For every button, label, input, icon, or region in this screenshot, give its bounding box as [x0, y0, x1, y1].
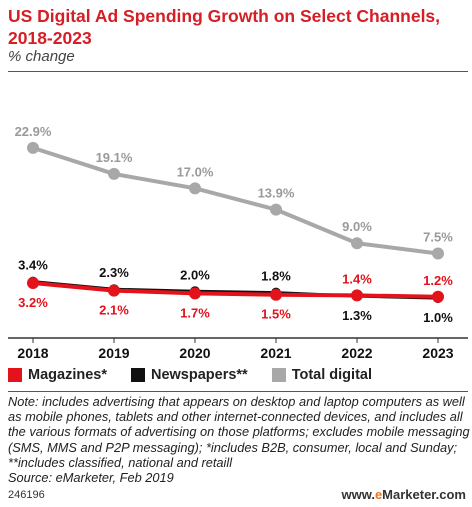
data-label-newspapers: 2.3%: [99, 265, 129, 280]
data-label-newspapers: 1.8%: [261, 269, 291, 284]
data-point-magazines: [189, 287, 201, 300]
x-tick-label: 2022: [341, 345, 372, 361]
legend-label-magazines: Magazines*: [28, 367, 107, 383]
line-chart: 2018 2019 2020 2021 2022 2023 22.9% 19.1% 17.0% 1…: [8, 124, 468, 361]
data-point-total-digital: [270, 203, 282, 216]
legend-item-newspapers: Newspapers**: [130, 367, 248, 383]
legend-item-magazines: Magazines*: [8, 367, 107, 383]
x-tick-label: 2023: [422, 345, 453, 361]
data-label-newspapers: 1.0%: [423, 310, 453, 325]
data-label-magazines: 1.2%: [423, 273, 453, 288]
legend-swatch-total-digital: [271, 368, 286, 382]
x-tick-label: 2020: [179, 345, 210, 361]
x-tick-label: 2018: [17, 345, 48, 361]
data-label-newspapers: 2.0%: [180, 267, 210, 282]
data-label-magazines: 1.5%: [261, 307, 291, 322]
source-text: Source: eMarketer, Feb 2019: [8, 470, 174, 486]
data-label-total-digital: 13.9%: [258, 186, 295, 201]
data-point-magazines: [270, 288, 282, 301]
data-label-magazines: 1.7%: [180, 305, 210, 320]
data-label-magazines: 3.2%: [18, 295, 48, 310]
data-label-total-digital: 17.0%: [177, 164, 214, 179]
data-point-magazines: [351, 289, 363, 302]
legend-label-newspapers: Newspapers**: [150, 367, 248, 383]
title-divider: [8, 71, 468, 72]
data-label-newspapers: 1.3%: [342, 308, 372, 323]
data-point-magazines: [27, 277, 39, 290]
legend-label-total-digital: Total digital: [291, 367, 372, 383]
data-point-total-digital: [351, 237, 363, 250]
chart-id: 246196: [8, 489, 45, 501]
chart-note: Note: includes advertising that appears …: [8, 394, 470, 485]
legend: Magazines* Newspapers** Total digital: [8, 367, 372, 383]
data-point-total-digital: [432, 247, 444, 260]
legend-divider: [8, 391, 468, 392]
data-label-newspapers: 3.4%: [18, 258, 48, 273]
note-text: Note: includes advertising that appears …: [8, 394, 470, 470]
data-label-magazines: 1.4%: [342, 271, 372, 286]
x-tick-label: 2021: [260, 345, 291, 361]
data-label-total-digital: 19.1%: [96, 150, 133, 165]
legend-swatch-magazines: [8, 368, 22, 382]
data-point-magazines: [432, 290, 444, 303]
data-point-total-digital: [27, 141, 39, 154]
data-label-total-digital: 22.9%: [15, 124, 52, 139]
data-point-magazines: [108, 284, 120, 297]
data-label-total-digital: 9.0%: [342, 219, 372, 234]
chart-title: US Digital Ad Spending Growth on Select …: [8, 6, 441, 48]
data-label-total-digital: 7.5%: [423, 230, 453, 245]
data-point-total-digital: [189, 182, 201, 195]
legend-swatch-newspapers: [130, 368, 145, 382]
brand-logo: www.eMarketer.com: [341, 487, 466, 502]
x-tick-label: 2019: [98, 345, 129, 361]
series-line-total-digital: [32, 145, 439, 256]
data-point-total-digital: [108, 167, 120, 180]
legend-item-total-digital: Total digital: [271, 367, 372, 383]
data-label-magazines: 2.1%: [99, 303, 129, 318]
chart-subtitle: % change: [8, 48, 75, 65]
series-line-magazines: [32, 281, 439, 299]
